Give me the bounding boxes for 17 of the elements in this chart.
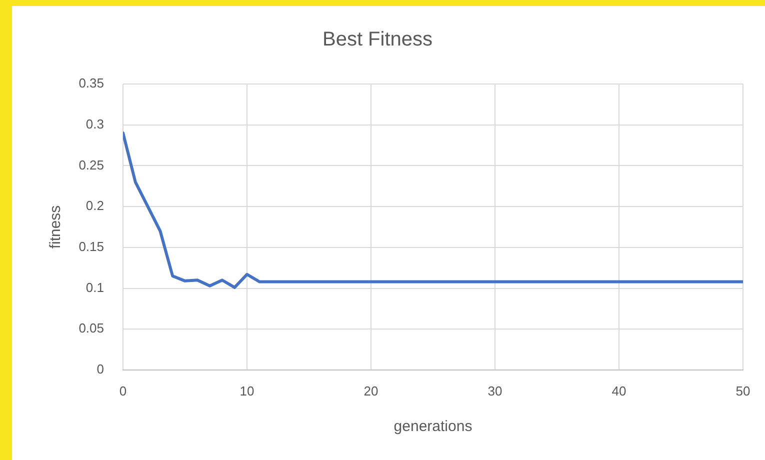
- y-tick-label: 0.1: [86, 280, 104, 295]
- y-tick-label: 0: [96, 362, 104, 377]
- x-tick-label: 20: [364, 383, 378, 398]
- y-axis-title: fitness: [47, 205, 64, 249]
- y-tick-label: 0.2: [86, 198, 104, 214]
- y-tick-label: 0.25: [78, 157, 104, 172]
- x-tick-label: 40: [612, 383, 626, 398]
- chart-title: Best Fitness: [322, 28, 433, 51]
- y-tick-label: 0.05: [78, 320, 104, 336]
- x-tick-label: 0: [119, 383, 127, 398]
- y-tick-label: 0.3: [86, 116, 104, 132]
- x-tick-label: 50: [736, 383, 750, 398]
- y-tick-label: 0.35: [78, 76, 104, 91]
- x-tick-label: 10: [240, 383, 254, 398]
- y-tick-label: 0.15: [78, 239, 104, 254]
- x-tick-label: 30: [488, 383, 502, 398]
- x-axis-title: generations: [394, 418, 472, 436]
